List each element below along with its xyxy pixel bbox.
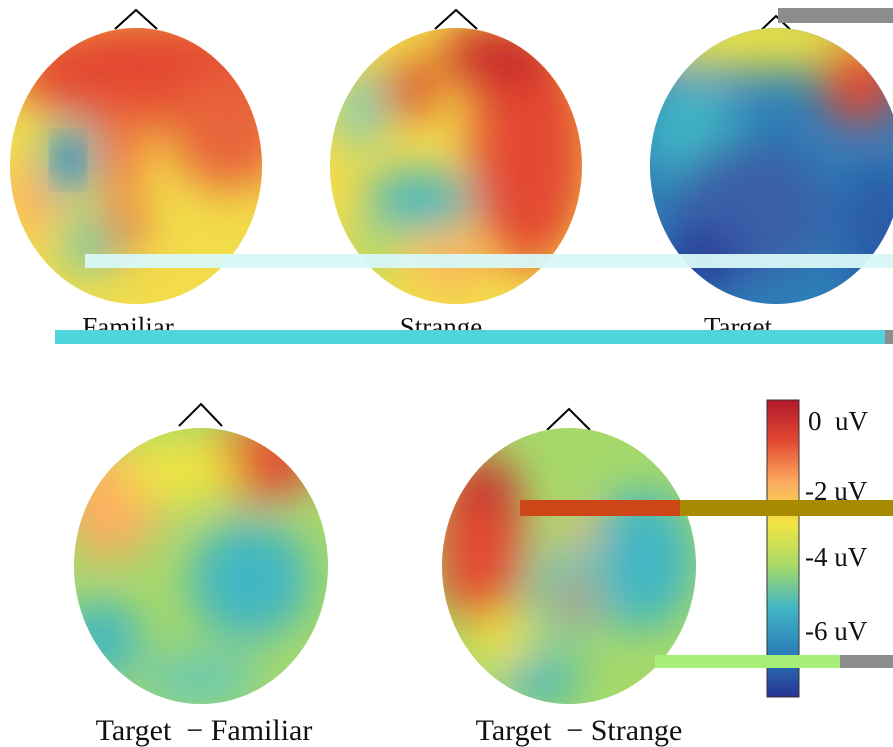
glitch-stripe [885,330,893,344]
nose-marker [178,402,223,427]
topomap-target: Target [650,14,893,342]
topomap-target-minus-strange: Target − Strange [442,407,696,747]
colorbar: 0 uV -2 uV -4 uV -6 uV [766,399,869,698]
topomap-target-minus-familiar: Target − Familiar [74,402,328,747]
colorbar-tick-0: 0 uV [808,406,869,436]
glitch-stripe [85,254,893,268]
nose-marker [114,8,158,30]
glitch-artifacts [55,8,893,668]
map-label-target-minus-familiar: Target − Familiar [96,714,313,747]
topomap-strange: Strange [330,8,582,342]
colorbar-gradient [766,399,800,698]
colorbar-tick-neg6: -6 uV [805,616,868,646]
glitch-stripe [840,655,893,668]
map-label-target-minus-strange: Target − Strange [476,714,683,747]
nose-marker [434,8,478,30]
glitch-stripe [655,655,840,668]
glitch-stripe [520,500,680,516]
glitch-stripe [778,8,893,23]
glitch-stripe [55,330,885,344]
topomap-familiar: Familiar [10,8,262,342]
nose-marker [546,407,591,431]
colorbar-tick-neg4: -4 uV [805,542,868,572]
